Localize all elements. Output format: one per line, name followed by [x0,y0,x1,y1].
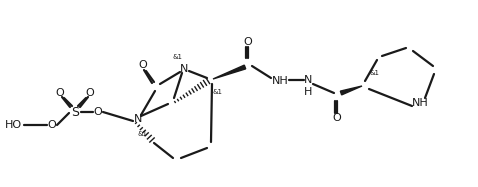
Text: O: O [139,60,147,70]
Text: H: H [304,87,312,97]
Text: O: O [244,37,252,47]
Text: O: O [48,120,56,130]
Text: NH: NH [272,76,288,86]
Text: O: O [55,88,65,98]
Text: O: O [94,107,102,117]
Polygon shape [340,86,362,95]
Text: &1: &1 [173,54,183,60]
Text: N: N [134,114,142,124]
Text: O: O [333,113,341,123]
Text: &1: &1 [138,131,148,137]
Text: &1: &1 [213,89,223,95]
Text: &1: &1 [370,70,380,76]
Text: NH: NH [412,98,428,108]
Text: HO: HO [5,120,22,130]
Text: O: O [86,88,94,98]
Text: N: N [180,64,188,74]
Text: N: N [304,75,312,85]
Polygon shape [213,65,246,79]
Text: S: S [71,105,79,119]
